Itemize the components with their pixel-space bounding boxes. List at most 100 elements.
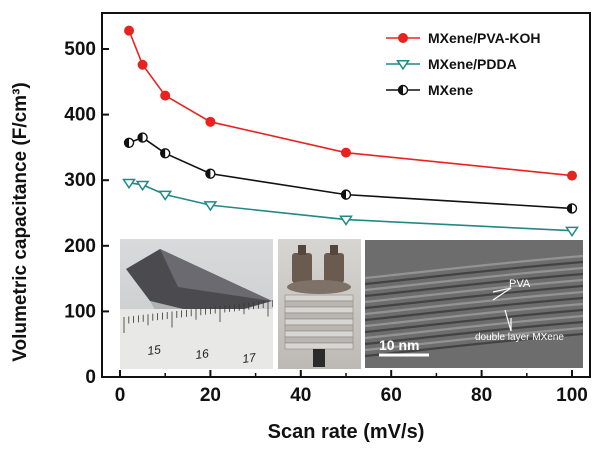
film-photo-drawing: 15 16 17 [120, 249, 273, 369]
y-tick-label-500: 500 [64, 39, 96, 60]
y-tick-label-100: 100 [64, 301, 96, 322]
tem-layer-band [365, 302, 583, 328]
coin-layer [284, 294, 354, 302]
x-tick-label-60: 60 [381, 385, 402, 406]
legend-entry-mxene-pdda: MXene/PDDA [386, 56, 517, 72]
tem-layers [365, 254, 583, 358]
point-mxene-pdda-10 [158, 190, 173, 201]
tem-layer-band [365, 284, 583, 310]
coin-layer [284, 336, 354, 344]
y-tick-label-400: 400 [64, 105, 96, 126]
pva-arrow-1 [492, 287, 512, 293]
point-mxene-pva-koh-10 [160, 90, 171, 101]
pva-arrow-2 [492, 287, 512, 301]
tem-layer-band [365, 308, 583, 334]
point-mxene-pva-koh-5 [137, 59, 148, 70]
film-fold [160, 249, 272, 301]
y-axis: 0 100 200 300 400 500 [64, 39, 109, 388]
point-mxene-5-half [138, 133, 143, 143]
series-line-mxene [128, 136, 573, 210]
coin-layer [284, 318, 354, 326]
weight-left [292, 253, 312, 283]
x-tick-label-20: 20 [200, 385, 221, 406]
point-mxene-pva-koh-100 [567, 170, 577, 181]
coin-layer [284, 342, 354, 350]
x-tick-label-80: 80 [471, 385, 492, 406]
tem-layer-band [365, 254, 583, 280]
point-mxene-2-half [124, 138, 130, 148]
weight-right-knob [330, 245, 338, 255]
tem-layer-band [365, 272, 583, 298]
series-mxene-pva-koh [124, 25, 577, 181]
tem-layer-band [365, 296, 583, 322]
tem-layer-band [365, 314, 583, 340]
legend-marker-mxene [397, 84, 409, 96]
point-mxene-pva-koh-20 [205, 116, 216, 127]
ruler-label-16: 16 [194, 346, 209, 362]
point-mxene-20 [205, 168, 216, 179]
legend-marker-mxene-pdda [396, 59, 410, 71]
ruler-ticks [123, 299, 273, 333]
series-line-mxene-pdda [128, 182, 573, 232]
scale-bar-label: 10 nm [379, 337, 419, 353]
tem-layer-band [365, 320, 583, 346]
point-mxene-50 [340, 189, 352, 200]
point-mxene-pdda-100 [565, 226, 579, 238]
point-mxene-pva-koh-50 [341, 147, 351, 158]
point-mxene-20-half [205, 169, 211, 179]
series-layer [122, 25, 579, 238]
coin-layer [284, 300, 354, 308]
double-layer-label: double layer MXene [475, 332, 564, 343]
tem-layer-band [365, 266, 583, 292]
device-stack-photo [278, 239, 361, 369]
point-mxene-100 [566, 203, 578, 214]
legend-label-mxene-pdda: MXene/PDDA [428, 56, 517, 72]
point-mxene-2 [123, 137, 135, 149]
ruler [120, 309, 273, 369]
coin-layer [284, 330, 354, 338]
ruler-label-15: 15 [146, 342, 161, 358]
point-mxene-pdda-5 [135, 180, 150, 192]
y-axis-label: Volumetric capacitance (F/cm³) [10, 82, 31, 361]
coin-stack [284, 294, 354, 350]
tem-drawing: 10 nm PVA double layer MXene [365, 240, 583, 368]
y-tick-label-0: 0 [85, 367, 96, 388]
legend: MXene/PVA-KOH MXene/PDDA MXene [386, 30, 541, 98]
plate-top [287, 280, 351, 294]
point-mxene-pdda-2 [122, 178, 136, 190]
mxene-arrow-1 [504, 309, 512, 332]
y-tick-label-200: 200 [64, 236, 96, 257]
point-mxene-pdda-50 [339, 215, 353, 226]
film-photo: 15 16 17 [120, 239, 273, 369]
tem-layer-band [365, 278, 583, 304]
point-mxene-10-half [160, 148, 166, 158]
point-mxene-100-half [567, 203, 572, 213]
x-axis-label: Scan rate (mV/s) [268, 421, 425, 443]
legend-label-mxene: MXene [428, 82, 473, 98]
tem-layer-band [365, 290, 583, 316]
point-mxene-10 [159, 148, 171, 159]
x-tick-label-0: 0 [115, 385, 126, 406]
coin-layer [284, 324, 354, 332]
point-mxene-pva-koh-2 [124, 25, 135, 36]
point-mxene-pdda-20 [203, 201, 218, 212]
legend-marker-mxene-half [398, 85, 403, 95]
device-stack-drawing [284, 245, 354, 367]
series-mxene-pdda [122, 178, 579, 238]
legend-marker-mxene-pva-koh [398, 33, 408, 43]
weight-right [324, 253, 344, 283]
series-mxene [123, 132, 578, 214]
tem-micrograph: 10 nm PVA double layer MXene [365, 240, 583, 368]
legend-entry-mxene: MXene [386, 82, 473, 98]
device-post [313, 349, 325, 367]
legend-label-mxene-pva-koh: MXene/PVA-KOH [428, 30, 541, 46]
tem-layer-band [365, 326, 583, 352]
coin-layer [284, 312, 354, 320]
x-tick-label-100: 100 [556, 385, 588, 406]
point-mxene-50-half [341, 190, 346, 200]
x-axis: 0 20 40 60 80 100 [115, 370, 588, 406]
coin-layer [284, 306, 354, 314]
y-tick-label-300: 300 [64, 170, 96, 191]
legend-entry-mxene-pva-koh: MXene/PVA-KOH [386, 30, 541, 46]
